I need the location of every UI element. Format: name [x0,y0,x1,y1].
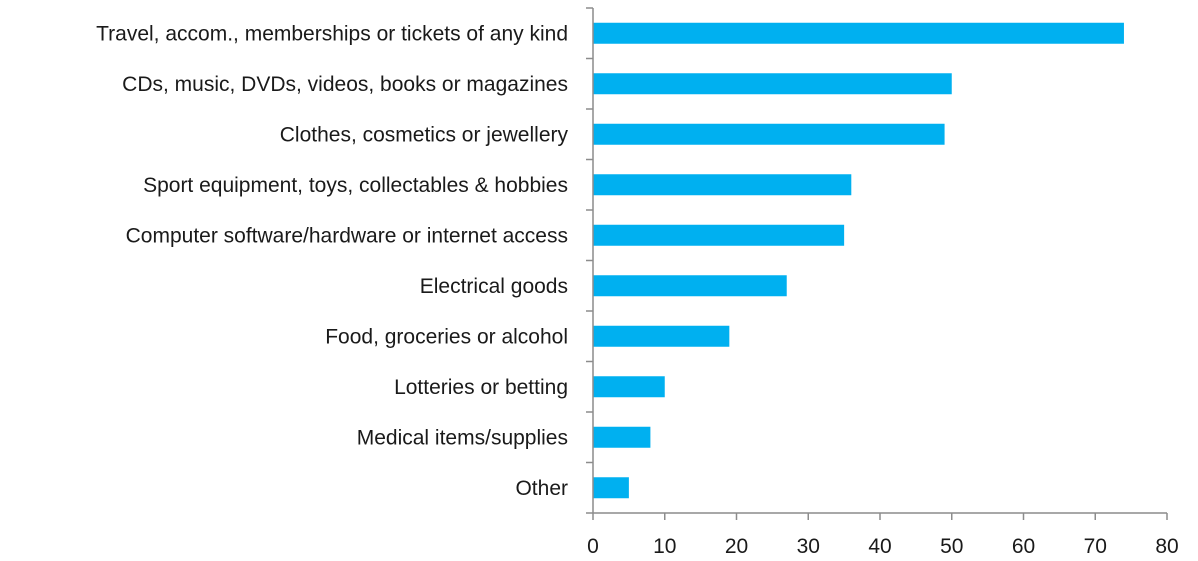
x-tick-label: 10 [653,535,676,558]
category-label: Travel, accom., memberships or tickets o… [96,22,568,45]
x-tick-label: 40 [868,535,891,558]
category-label: Lotteries or betting [394,376,568,399]
tick-labels-layer: 0 10 20 30 40 50 60 70 80 [587,535,1179,558]
category-label: Electrical goods [420,275,568,298]
bar [593,73,952,95]
axes-layer [586,7,1168,520]
category-label: Food, groceries or alcohol [325,325,568,348]
bar [593,275,787,297]
category-label: Other [515,477,568,500]
bar [593,426,651,448]
x-tick-label: 70 [1084,535,1107,558]
x-tick-label: 20 [725,535,748,558]
bars-layer [593,22,1124,499]
x-tick-label: 80 [1155,535,1178,558]
bar [593,174,852,196]
category-labels-layer: Travel, accom., memberships or tickets o… [96,22,568,500]
x-tick-label: 30 [797,535,820,558]
category-label: Sport equipment, toys, collectables & ho… [143,174,568,197]
x-tick-label: 50 [940,535,963,558]
bar [593,376,665,398]
x-tick-label: 60 [1012,535,1035,558]
category-label: CDs, music, DVDs, videos, books or magaz… [122,73,568,96]
category-label: Medical items/supplies [357,426,568,449]
bar [593,22,1124,44]
bar [593,224,845,246]
category-label: Clothes, cosmetics or jewellery [280,123,569,146]
category-label: Computer software/hardware or internet a… [126,224,568,247]
bar [593,123,945,145]
x-tick-label: 0 [587,535,599,558]
bar [593,477,629,499]
bar [593,325,730,347]
